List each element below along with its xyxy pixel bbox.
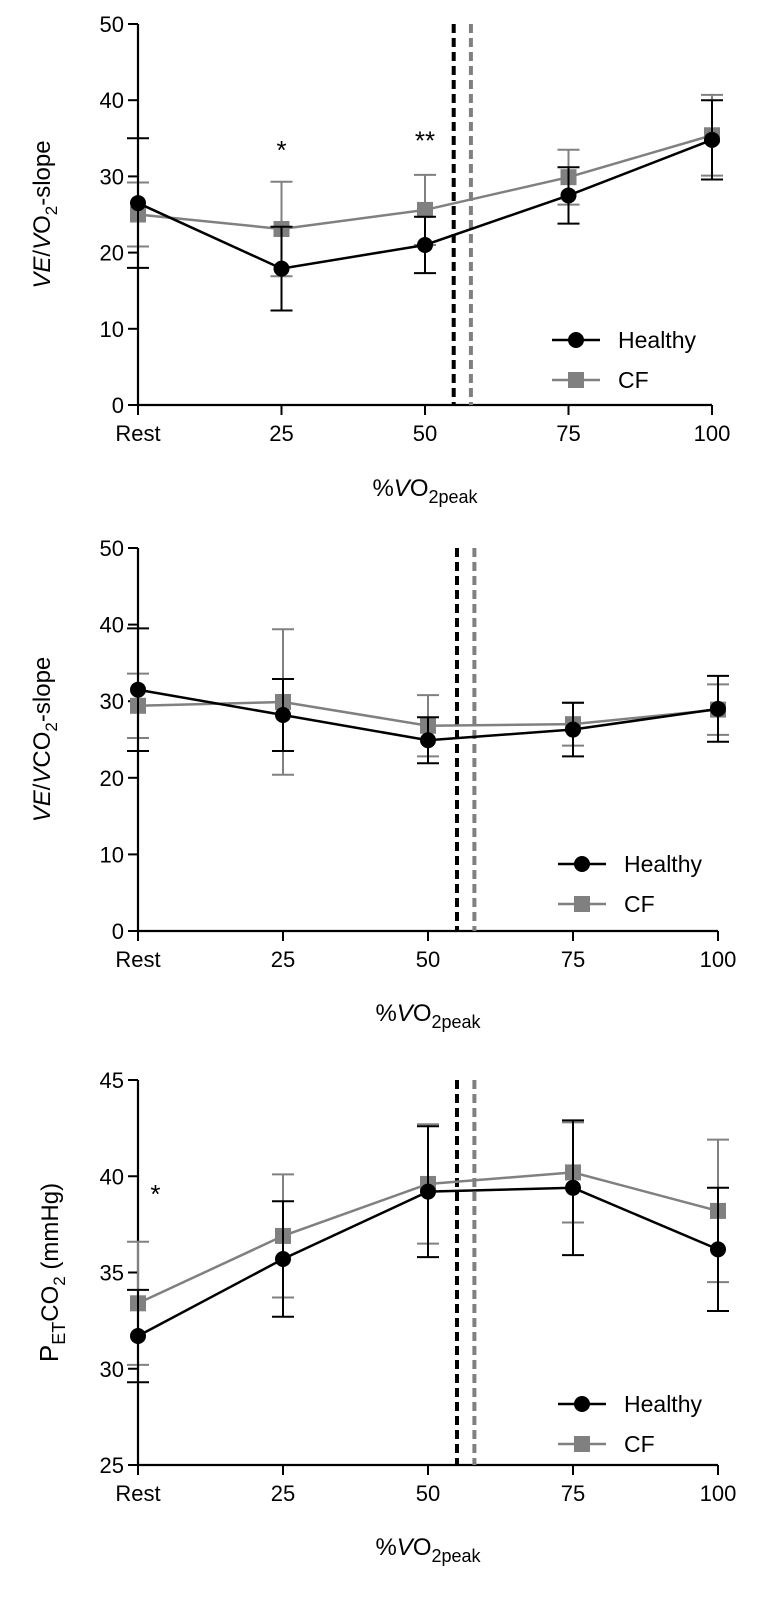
data-point (130, 681, 146, 698)
y-tick-label: 0 (112, 919, 124, 944)
data-point (704, 131, 720, 148)
y-tick-label: 40 (100, 88, 124, 113)
y-axis-title: PETCO2 (mmHg) (34, 1183, 69, 1362)
chart-panel-2: 0 10 20 30 40 50 Rest 25 50 75 100 Healthy CF %VO2pea… (29, 536, 736, 1032)
data-point (710, 1241, 726, 1258)
data-point (417, 201, 433, 218)
legend: Healthy CF (552, 327, 696, 393)
legend-label: CF (618, 367, 649, 393)
x-tick-label: 100 (694, 421, 731, 446)
x-tick-label: 25 (269, 421, 293, 446)
y-tick-label: 45 (100, 1068, 124, 1093)
y-tick-label: 10 (100, 842, 124, 867)
significance-marker: * (150, 1179, 160, 1209)
y-tick-label: 30 (100, 164, 124, 189)
y-axis-title: VE/VCO2-slope (29, 657, 61, 823)
data-point (130, 195, 146, 212)
data-point (560, 187, 577, 204)
data-point (420, 1183, 436, 1200)
y-tick-label: 35 (100, 1261, 124, 1286)
x-tick-label: 100 (700, 947, 737, 972)
legend: Healthy CF (558, 851, 702, 917)
data-point (420, 732, 436, 749)
legend-marker (568, 332, 584, 348)
legend-label: Healthy (618, 327, 696, 353)
x-axis-title: %VO2peak (375, 1534, 481, 1566)
data-point (130, 1328, 146, 1345)
x-tick-label: Rest (115, 421, 160, 446)
y-tick-label: 40 (100, 613, 124, 638)
data-point (710, 700, 726, 717)
legend: Healthy CF (558, 1391, 702, 1457)
series-healthy (127, 99, 723, 312)
significance-marker: ** (415, 126, 435, 156)
legend-label: CF (624, 1431, 655, 1457)
chart-panel-3: 25 30 35 40 45 Rest 25 50 75 100 * Healthy CF %VO2pea… (34, 1068, 736, 1566)
x-axis-title: %VO2peak (375, 1000, 481, 1032)
x-tick-label: 75 (556, 421, 580, 446)
x-tick-label: 100 (700, 1481, 737, 1506)
data-point (275, 1251, 291, 1268)
data-point (565, 1179, 581, 1196)
x-tick-label: 50 (416, 1481, 440, 1506)
series-healthy (127, 1119, 729, 1384)
legend-marker (574, 856, 590, 872)
data-point (275, 706, 291, 723)
legend-marker (574, 1436, 590, 1452)
significance-marker: * (276, 135, 286, 165)
legend-marker (574, 1396, 590, 1412)
legend-label: CF (624, 891, 655, 917)
y-tick-label: 30 (100, 689, 124, 714)
y-tick-label: 30 (100, 1357, 124, 1382)
x-tick-label: Rest (115, 1481, 160, 1506)
y-tick-label: 0 (112, 393, 124, 418)
legend-marker (568, 372, 584, 388)
x-axis-title: %VO2peak (372, 475, 478, 507)
y-tick-label: 50 (100, 536, 124, 561)
data-point (565, 721, 581, 738)
x-tick-label: 50 (413, 421, 437, 446)
x-tick-label: 75 (561, 947, 585, 972)
series-healthy (127, 627, 729, 765)
y-tick-label: 20 (100, 241, 124, 266)
x-tick-label: 50 (416, 947, 440, 972)
y-tick-label: 40 (100, 1164, 124, 1189)
x-tick-label: 25 (271, 947, 295, 972)
y-tick-label: 20 (100, 766, 124, 791)
data-point (273, 260, 290, 277)
y-tick-label: 10 (100, 317, 124, 342)
x-tick-label: 75 (561, 1481, 585, 1506)
x-tick-label: Rest (115, 947, 160, 972)
legend-marker (574, 896, 590, 912)
x-tick-label: 25 (271, 1481, 295, 1506)
y-tick-label: 50 (100, 12, 124, 37)
legend-label: Healthy (624, 851, 702, 877)
y-axis-title: VE/VO2-slope (29, 140, 61, 288)
data-point (417, 236, 433, 253)
y-tick-label: 25 (100, 1453, 124, 1478)
legend-label: Healthy (624, 1391, 702, 1417)
